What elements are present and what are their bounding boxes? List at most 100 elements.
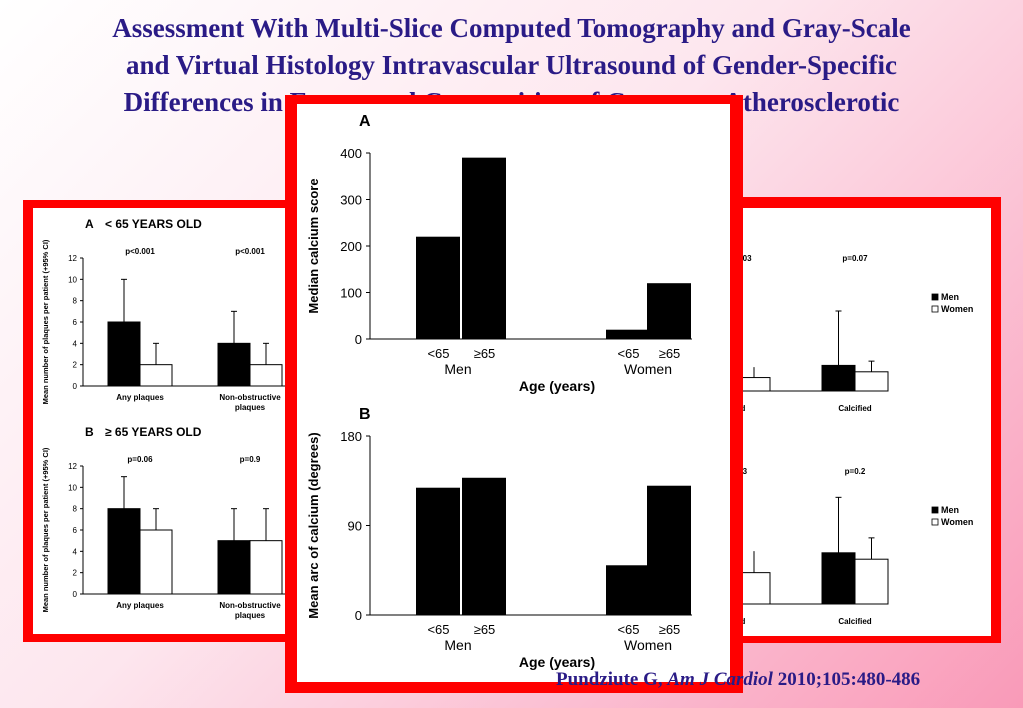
x-tick-label: Non-obstructive bbox=[219, 393, 281, 402]
p-value: p<0.001 bbox=[235, 247, 265, 256]
title-line-1: Assessment With Multi-Slice Computed Tom… bbox=[112, 13, 911, 43]
panel-title: < 65 YEARS OLD bbox=[105, 217, 202, 231]
group-label: Men bbox=[444, 361, 471, 377]
right-figure-panel: .003edp=0.07CalcifiedMenWomen0.3edp=0.2C… bbox=[728, 208, 991, 636]
legend-swatch-women bbox=[931, 305, 939, 313]
legend-label-men: Men bbox=[941, 505, 959, 515]
p-value: p=0.9 bbox=[240, 455, 261, 464]
bar-men bbox=[107, 321, 141, 387]
bar-men bbox=[217, 540, 251, 595]
x-tick-label: Calcified bbox=[838, 404, 871, 413]
left-figure-chart: A < 65 YEARS OLD 0 2 4 6 8 10 12 Mean number of p… bbox=[41, 217, 296, 620]
x-tick-label: <65 bbox=[427, 346, 449, 361]
group-label: Men bbox=[444, 637, 471, 653]
bar-women bbox=[139, 529, 173, 595]
bar bbox=[647, 283, 691, 339]
y-tick-label: 8 bbox=[73, 505, 78, 514]
p-value: p=0.06 bbox=[127, 455, 153, 464]
p-value-partial: .003 bbox=[736, 254, 752, 263]
citation-journal: Am J Cardiol bbox=[667, 669, 773, 690]
legend-swatch-men bbox=[931, 506, 939, 514]
x-tick-label: ≥65 bbox=[659, 346, 681, 361]
bar-women bbox=[249, 540, 283, 595]
bar bbox=[606, 565, 650, 615]
legend-label-women: Women bbox=[941, 517, 973, 527]
citation-author: Pundziute G, bbox=[556, 669, 663, 690]
panel-title: ≥ 65 YEARS OLD bbox=[105, 425, 202, 439]
y-tick-label: 400 bbox=[340, 146, 362, 161]
x-tick-label: plaques bbox=[235, 611, 266, 620]
panel-label: A bbox=[359, 113, 371, 130]
bar-men bbox=[107, 508, 141, 595]
legend-label-men: Men bbox=[941, 292, 959, 302]
citation-ref: 2010;105:480-486 bbox=[777, 669, 921, 690]
y-tick-label: 0 bbox=[73, 590, 78, 599]
bar-men bbox=[217, 342, 251, 387]
x-axis-label: Age (years) bbox=[519, 378, 595, 394]
title-line-2: and Virtual Histology Intravascular Ultr… bbox=[125, 50, 898, 80]
legend-swatch-women bbox=[931, 518, 939, 526]
y-tick-label: 100 bbox=[340, 286, 362, 301]
center-figure-panel: A 0 100 200 300 400 Median calcium score <65 ≥65… bbox=[297, 104, 730, 682]
bar bbox=[416, 236, 460, 339]
y-tick-label: 4 bbox=[73, 339, 78, 348]
y-tick-label: 0 bbox=[355, 332, 362, 347]
legend-swatch-men bbox=[931, 293, 939, 301]
center-figure-chart: A 0 100 200 300 400 Median calcium score <65 ≥65… bbox=[306, 113, 692, 670]
group-label: Women bbox=[624, 361, 672, 377]
bar-men bbox=[821, 364, 856, 392]
y-tick-label: 2 bbox=[73, 361, 78, 370]
right-figure-chart: .003edp=0.07CalcifiedMenWomen0.3edp=0.2C… bbox=[728, 254, 973, 626]
panel-label: B bbox=[85, 425, 94, 439]
y-axis-label: Median calcium score bbox=[306, 178, 321, 313]
slide-title: Assessment With Multi-Slice Computed Tom… bbox=[20, 10, 1003, 121]
bar bbox=[606, 329, 650, 339]
bar-women bbox=[249, 364, 283, 387]
bar-women bbox=[854, 558, 889, 605]
bar bbox=[462, 477, 506, 615]
bar bbox=[416, 487, 460, 615]
y-axis-label: Mean arc of calcium (degrees) bbox=[306, 432, 321, 618]
p-value: p=0.07 bbox=[842, 254, 868, 263]
y-tick-label: 4 bbox=[73, 547, 78, 556]
x-tick-label: ≥65 bbox=[474, 346, 496, 361]
y-tick-label: 0 bbox=[355, 608, 362, 623]
x-axis-label: Age (years) bbox=[519, 654, 595, 670]
p-value: p<0.001 bbox=[125, 247, 155, 256]
x-tick-label: ≥65 bbox=[474, 622, 496, 637]
panel-label: B bbox=[359, 406, 371, 423]
y-tick-label: 6 bbox=[73, 318, 78, 327]
x-tick-label: Non-obstructive bbox=[219, 601, 281, 610]
x-tick-label: plaques bbox=[235, 403, 266, 412]
group-label: Women bbox=[624, 637, 672, 653]
x-tick-label: <65 bbox=[427, 622, 449, 637]
y-tick-label: 6 bbox=[73, 526, 78, 535]
x-tick-label: <65 bbox=[617, 622, 639, 637]
citation: Pundziute G, Am J Cardiol 2010;105:480-4… bbox=[556, 669, 920, 691]
x-tick-label: ≥65 bbox=[659, 622, 681, 637]
bar bbox=[462, 157, 506, 339]
y-tick-label: 180 bbox=[340, 429, 362, 444]
y-tick-label: 2 bbox=[73, 569, 78, 578]
x-tick-label: Any plaques bbox=[116, 601, 164, 610]
p-value: p=0.2 bbox=[845, 467, 866, 476]
bar-women bbox=[854, 371, 889, 392]
y-tick-label: 12 bbox=[68, 462, 77, 471]
y-tick-label: 90 bbox=[348, 519, 362, 534]
legend-label-women: Women bbox=[941, 304, 973, 314]
y-tick-label: 0 bbox=[73, 382, 78, 391]
y-tick-label: 10 bbox=[68, 483, 77, 492]
panel-label: A bbox=[85, 217, 94, 231]
y-tick-label: 300 bbox=[340, 193, 362, 208]
bar-women bbox=[139, 364, 173, 387]
y-axis-label: Mean number of plaques per patient (+95%… bbox=[41, 447, 50, 612]
x-tick-label: <65 bbox=[617, 346, 639, 361]
x-tick-label: Calcified bbox=[838, 617, 871, 626]
left-figure-panel: A < 65 YEARS OLD 0 2 4 6 8 10 12 Mean number of p… bbox=[33, 208, 296, 634]
y-tick-label: 8 bbox=[73, 297, 78, 306]
x-tick-label: Any plaques bbox=[116, 393, 164, 402]
y-axis-label: Mean number of plaques per patient (+95%… bbox=[41, 239, 50, 404]
bar-men bbox=[821, 552, 856, 605]
y-tick-label: 12 bbox=[68, 254, 77, 263]
y-tick-label: 10 bbox=[68, 275, 77, 284]
